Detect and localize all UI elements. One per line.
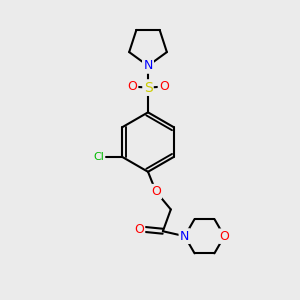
Text: O: O bbox=[151, 185, 161, 198]
Text: N: N bbox=[180, 230, 189, 243]
Text: O: O bbox=[159, 80, 169, 93]
Text: S: S bbox=[144, 81, 152, 94]
Text: N: N bbox=[180, 230, 189, 243]
Text: O: O bbox=[127, 80, 137, 93]
Text: O: O bbox=[219, 230, 229, 243]
Text: Cl: Cl bbox=[93, 152, 104, 162]
Text: N: N bbox=[143, 59, 153, 72]
Text: O: O bbox=[134, 223, 144, 236]
Text: N: N bbox=[143, 59, 153, 72]
